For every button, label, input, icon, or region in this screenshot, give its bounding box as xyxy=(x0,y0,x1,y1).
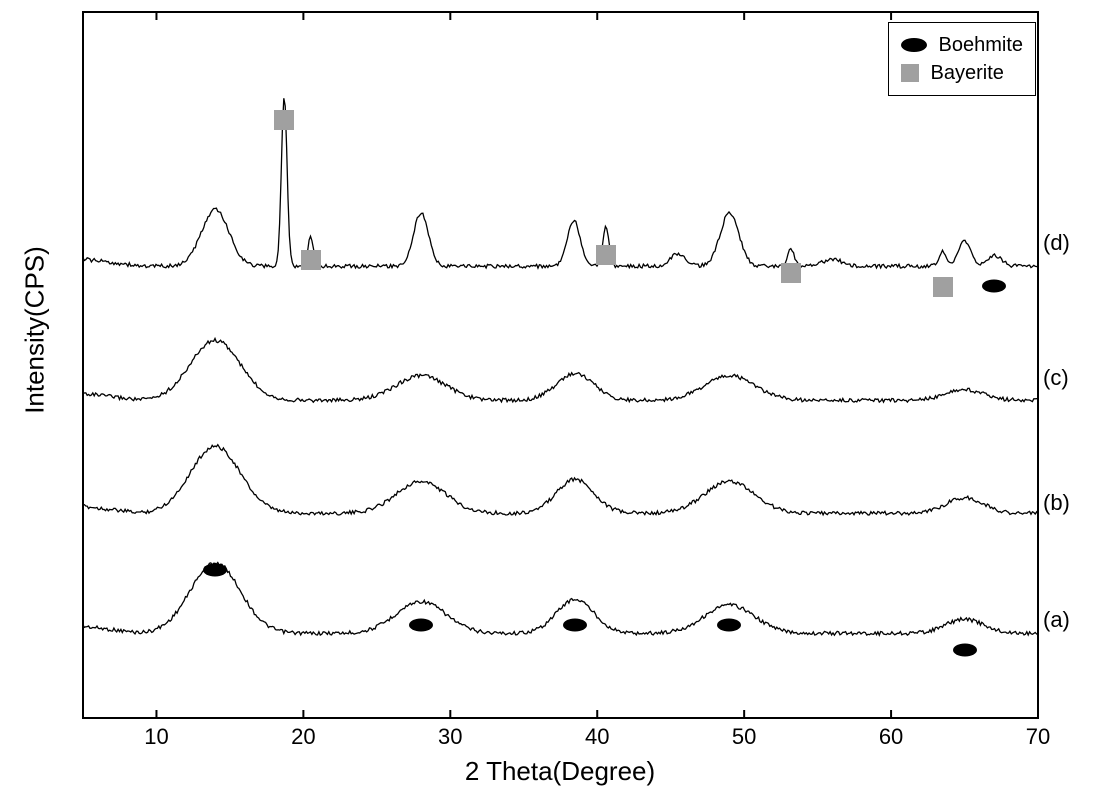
x-tick-label: 50 xyxy=(732,724,756,750)
series-label: (b) xyxy=(1043,490,1070,516)
x-tick-label: 70 xyxy=(1026,724,1050,750)
series-label: (c) xyxy=(1043,365,1069,391)
legend-item-bayerite: Bayerite xyxy=(901,59,1024,87)
series-label: (d) xyxy=(1043,230,1070,256)
plot-svg xyxy=(0,0,1112,793)
legend-item-boehmite: Boehmite xyxy=(901,31,1024,59)
boehmite-marker-icon xyxy=(982,280,1006,293)
x-tick-label: 30 xyxy=(438,724,462,750)
series-label: (a) xyxy=(1043,607,1070,633)
legend: Boehmite Bayerite xyxy=(888,22,1037,96)
bayerite-marker-icon xyxy=(301,250,321,270)
square-icon xyxy=(901,64,919,82)
x-axis-title: 2 Theta(Degree) xyxy=(465,756,655,787)
y-axis-title: Intensity(CPS) xyxy=(20,246,51,414)
boehmite-marker-icon xyxy=(563,619,587,632)
boehmite-marker-icon xyxy=(203,564,227,577)
legend-label-bayerite: Bayerite xyxy=(931,62,1004,85)
x-tick-label: 20 xyxy=(291,724,315,750)
bayerite-marker-icon xyxy=(933,277,953,297)
bayerite-marker-icon xyxy=(274,110,294,130)
boehmite-marker-icon xyxy=(409,619,433,632)
boehmite-marker-icon xyxy=(717,619,741,632)
x-tick-label: 60 xyxy=(879,724,903,750)
ellipse-icon xyxy=(901,38,927,52)
legend-label-boehmite: Boehmite xyxy=(939,34,1024,57)
xrd-figure: Boehmite Bayerite Intensity(CPS) 2 Theta… xyxy=(0,0,1112,793)
bayerite-marker-icon xyxy=(596,245,616,265)
x-tick-label: 40 xyxy=(585,724,609,750)
boehmite-marker-icon xyxy=(953,644,977,657)
x-tick-label: 10 xyxy=(144,724,168,750)
bayerite-marker-icon xyxy=(781,263,801,283)
